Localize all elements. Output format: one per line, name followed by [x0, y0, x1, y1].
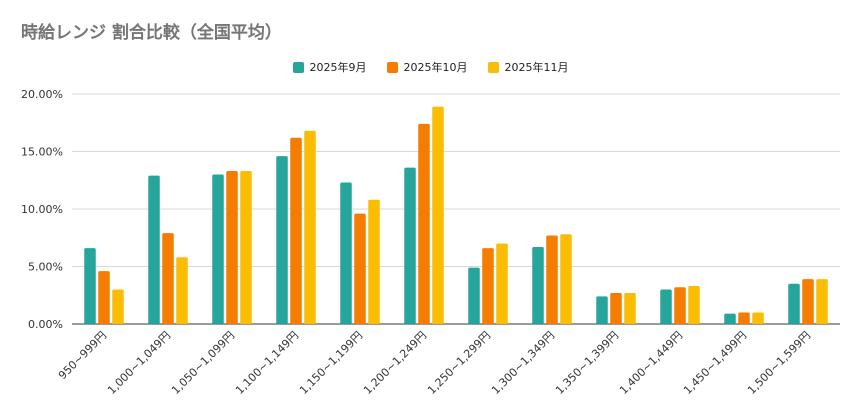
- bar: [98, 271, 110, 324]
- y-tick-label: 10.00%: [21, 203, 63, 216]
- bar: [788, 283, 800, 324]
- x-tick-label: 1,450~1,499円: [681, 329, 749, 397]
- bar: [816, 279, 828, 324]
- legend-item-series-1[interactable]: 2025年9月: [292, 59, 367, 75]
- legend-label-series-3: 2025年11月: [504, 61, 569, 74]
- bar: [532, 246, 544, 324]
- bar: [660, 289, 672, 324]
- y-tick-label: 15.00%: [21, 146, 63, 159]
- bar: [212, 174, 224, 324]
- x-tick-label: 1,350~1,399円: [553, 329, 621, 397]
- bar: [404, 167, 416, 324]
- x-tick-label: 1,400~1,449円: [617, 329, 685, 397]
- bar: [802, 279, 814, 324]
- x-tick-label: 1,100~1,149円: [233, 329, 301, 397]
- bar: [112, 289, 124, 324]
- bar: [482, 248, 494, 324]
- bar: [560, 234, 572, 324]
- legend-label-series-1: 2025年9月: [309, 61, 367, 74]
- y-tick-label: 20.00%: [21, 88, 63, 101]
- legend-swatch-series-3: [487, 61, 499, 73]
- bar: [610, 292, 622, 324]
- y-tick-label: 5.00%: [28, 261, 63, 274]
- chart-legend: 2025年9月 2025年10月 2025年11月: [0, 59, 861, 75]
- bar: [418, 123, 430, 325]
- x-tick-label: 1,250~1,299円: [425, 329, 493, 397]
- bar: [624, 292, 636, 324]
- bar: [738, 312, 750, 324]
- x-tick-label: 1,050~1,099円: [169, 329, 237, 397]
- bar: [84, 248, 96, 324]
- bar: [368, 199, 380, 324]
- bar: [226, 171, 238, 324]
- x-tick-label: 1,000~1,049円: [105, 329, 173, 397]
- bar: [596, 296, 608, 324]
- legend-item-series-2[interactable]: 2025年10月: [386, 59, 468, 75]
- x-tick-label: 1,300~1,349円: [489, 329, 557, 397]
- bar: [290, 137, 302, 324]
- x-tick-label: 1,500~1,599円: [745, 329, 813, 397]
- bar: [148, 175, 160, 324]
- chart-title: 時給レンジ 割合比較（全国平均）: [21, 23, 282, 43]
- y-tick-label: 0.00%: [28, 318, 63, 331]
- bar: [674, 287, 686, 324]
- legend-swatch-series-1: [292, 61, 304, 73]
- bar: [240, 171, 252, 324]
- bar: [752, 312, 764, 324]
- legend-swatch-series-2: [386, 61, 398, 73]
- legend-label-series-2: 2025年10月: [403, 61, 468, 74]
- bar: [496, 243, 508, 324]
- legend-item-series-3[interactable]: 2025年11月: [487, 59, 569, 75]
- bar: [546, 235, 558, 324]
- bar: [162, 233, 174, 324]
- bar: [304, 130, 316, 324]
- x-tick-label: 950~999円: [56, 329, 109, 382]
- bar: [688, 286, 700, 324]
- x-tick-label: 1,150~1,199円: [297, 329, 365, 397]
- bar: [724, 313, 736, 324]
- bar: [276, 156, 288, 324]
- bar: [354, 213, 366, 324]
- bar: [432, 106, 444, 325]
- bar: [176, 257, 188, 324]
- bar: [340, 182, 352, 324]
- bar: [468, 267, 480, 324]
- x-tick-label: 1,200~1,249円: [361, 329, 429, 397]
